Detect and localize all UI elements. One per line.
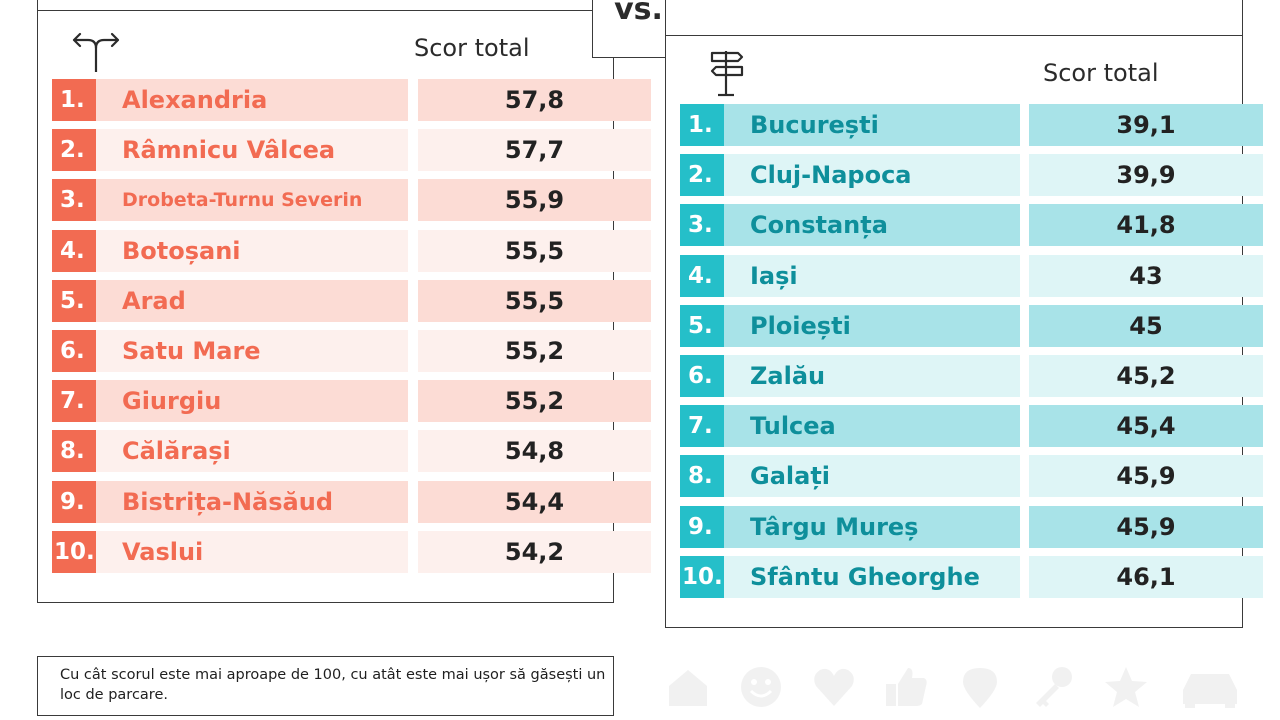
table-row: 4. Botoșani 55,5 bbox=[52, 229, 652, 274]
heart-icon bbox=[814, 668, 854, 706]
city-name: Iași bbox=[724, 254, 1020, 297]
score-value: 55,2 bbox=[418, 330, 651, 372]
city-name: Giurgiu bbox=[96, 380, 408, 423]
table-row: 7. Tulcea 45,4 bbox=[680, 405, 1280, 449]
rank-number: 9. bbox=[680, 505, 724, 548]
city-name: Botoșani bbox=[96, 229, 408, 272]
score-value: 45,9 bbox=[1029, 455, 1263, 498]
city-name: Vaslui bbox=[96, 530, 408, 573]
rank-number: 10. bbox=[52, 530, 96, 573]
rank-number: 1. bbox=[680, 104, 724, 146]
rank-number: 1. bbox=[52, 79, 96, 121]
score-value: 54,8 bbox=[418, 430, 651, 473]
score-value: 45 bbox=[1029, 304, 1263, 347]
city-name: Bistrița-Năsăud bbox=[96, 480, 408, 523]
score-value: 55,5 bbox=[418, 279, 651, 322]
table-row: 5. Ploiești 45 bbox=[680, 304, 1280, 349]
signpost-icon bbox=[710, 51, 744, 97]
rank-number: 10. bbox=[680, 555, 724, 598]
table-row: 6. Zalău 45,2 bbox=[680, 355, 1280, 399]
score-value: 39,9 bbox=[1029, 154, 1263, 197]
rank-number: 7. bbox=[52, 380, 96, 423]
table-row: 8. Călărași 54,8 bbox=[52, 430, 652, 474]
rank-number: 2. bbox=[680, 154, 724, 197]
table-row: 8. Galați 45,9 bbox=[680, 455, 1280, 499]
table-row: 3. Constanța 41,8 bbox=[680, 204, 1280, 248]
table-row: 2. Râmnicu Vâlcea 57,7 bbox=[52, 129, 652, 173]
city-name: Ploiești bbox=[724, 304, 1020, 347]
rank-number: 6. bbox=[680, 355, 724, 397]
score-value: 55,9 bbox=[418, 179, 651, 222]
rank-number: 5. bbox=[52, 279, 96, 322]
city-name: Târgu Mureș bbox=[724, 505, 1020, 548]
city-name: Arad bbox=[96, 279, 408, 322]
score-value: 57,8 bbox=[418, 79, 651, 121]
table-row: 2. Cluj-Napoca 39,9 bbox=[680, 154, 1280, 198]
city-name: Tulcea bbox=[724, 405, 1020, 448]
decorative-icon-strip bbox=[665, 664, 1245, 714]
table-row: 10. Vaslui 54,2 bbox=[52, 530, 652, 575]
score-value: 46,1 bbox=[1029, 555, 1263, 598]
city-name: Călărași bbox=[96, 430, 408, 473]
score-column-header: Scor total bbox=[1043, 59, 1159, 87]
score-value: 45,4 bbox=[1029, 405, 1263, 448]
rank-number: 2. bbox=[52, 129, 96, 172]
direction-arrows-icon bbox=[72, 32, 120, 72]
score-value: 43 bbox=[1029, 254, 1263, 297]
score-value: 54,4 bbox=[418, 480, 651, 523]
score-value: 45,2 bbox=[1029, 355, 1263, 397]
score-value: 45,9 bbox=[1029, 505, 1263, 548]
rank-number: 3. bbox=[52, 179, 96, 222]
title-separator bbox=[666, 35, 1242, 36]
title-separator bbox=[38, 10, 613, 11]
table-row: 6. Satu Mare 55,2 bbox=[52, 330, 652, 374]
versus-label: vs. bbox=[614, 0, 663, 27]
smiley-icon bbox=[741, 667, 781, 707]
table-row: 4. Iași 43 bbox=[680, 254, 1280, 299]
table-row: 9. Bistrița-Năsăud 54,4 bbox=[52, 480, 652, 525]
table-row: 1. Alexandria 57,8 bbox=[52, 79, 652, 123]
table-row: 7. Giurgiu 55,2 bbox=[52, 380, 652, 424]
score-value: 41,8 bbox=[1029, 204, 1263, 247]
rank-number: 6. bbox=[52, 330, 96, 372]
rank-number: 4. bbox=[52, 229, 96, 272]
rank-number: 5. bbox=[680, 304, 724, 347]
city-name: Galați bbox=[724, 455, 1020, 498]
score-explanation-note: Cu cât scorul este mai aproape de 100, c… bbox=[37, 656, 614, 716]
city-name: Drobeta-Turnu Severin bbox=[96, 179, 408, 222]
score-value: 55,2 bbox=[418, 380, 651, 423]
score-value: 55,5 bbox=[418, 229, 651, 272]
city-name: Sfântu Gheorghe bbox=[724, 555, 1020, 598]
rank-number: 4. bbox=[680, 254, 724, 297]
table-row: 5. Arad 55,5 bbox=[52, 279, 652, 324]
city-name: Constanța bbox=[724, 204, 1020, 247]
table-row: 3. Drobeta-Turnu Severin 55,9 bbox=[52, 179, 652, 223]
city-name: Râmnicu Vâlcea bbox=[96, 129, 408, 172]
table-row: 9. Târgu Mureș 45,9 bbox=[680, 505, 1280, 550]
thumbs-up-icon bbox=[886, 668, 927, 706]
score-value: 39,1 bbox=[1029, 104, 1263, 146]
city-name: București bbox=[724, 104, 1020, 146]
rank-number: 3. bbox=[680, 204, 724, 247]
score-value: 54,2 bbox=[418, 530, 651, 573]
city-name: Cluj-Napoca bbox=[724, 154, 1020, 197]
location-pin-icon bbox=[963, 668, 997, 708]
score-value: 57,7 bbox=[418, 129, 651, 172]
table-row: 10. Sfântu Gheorghe 46,1 bbox=[680, 555, 1280, 600]
rank-number: 9. bbox=[52, 480, 96, 523]
key-icon bbox=[1036, 667, 1072, 707]
city-name: Satu Mare bbox=[96, 330, 408, 372]
home-icon bbox=[669, 670, 707, 706]
rank-number: 8. bbox=[680, 455, 724, 498]
rank-number: 7. bbox=[680, 405, 724, 448]
score-column-header: Scor total bbox=[414, 34, 530, 62]
table-row: 1. București 39,1 bbox=[680, 104, 1280, 148]
star-icon bbox=[1105, 667, 1147, 707]
city-name: Zalău bbox=[724, 355, 1020, 397]
rank-number: 8. bbox=[52, 430, 96, 473]
car-icon bbox=[1183, 674, 1237, 708]
city-name: Alexandria bbox=[96, 79, 408, 121]
